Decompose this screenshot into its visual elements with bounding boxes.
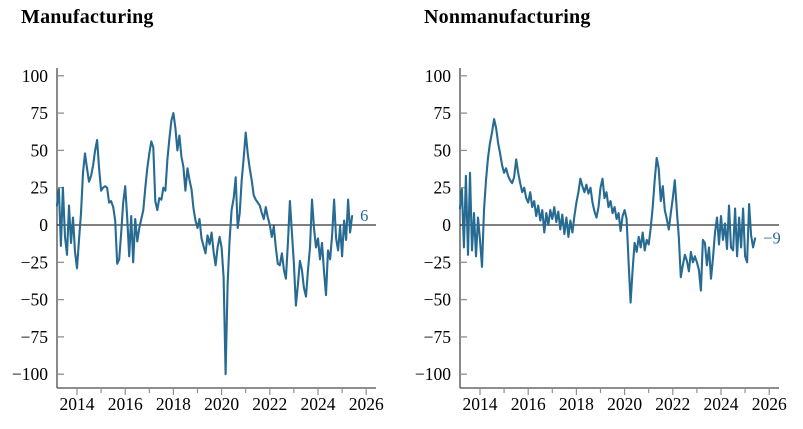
x-tick-label: 2024	[704, 394, 739, 414]
y-tick-label: −75	[21, 327, 49, 347]
y-tick-label: −50	[424, 290, 452, 310]
x-tick-label: 2026	[349, 394, 384, 414]
chart-title-manufacturing: Manufacturing	[21, 6, 154, 28]
y-tick-label: 25	[434, 178, 452, 198]
x-tick-label: 2020	[204, 394, 239, 414]
y-tick-label: 100	[22, 66, 49, 86]
x-tick-label: 2024	[301, 394, 336, 414]
x-tick-label: 2026	[752, 394, 787, 414]
y-tick-label: −100	[415, 364, 451, 384]
y-tick-label: 75	[31, 103, 49, 123]
y-tick-label: 75	[434, 103, 452, 123]
y-tick-label: 0	[442, 215, 451, 235]
x-tick-label: 2018	[559, 394, 594, 414]
data-line	[55, 112, 354, 376]
x-tick-label: 2016	[511, 394, 546, 414]
end-value-label: −9	[763, 228, 781, 247]
y-tick-label: −25	[424, 252, 452, 272]
x-tick-label: 2014	[463, 394, 498, 414]
x-axis-ticks: 2014 2016 2018 2020 2022 2024 2026	[463, 388, 787, 414]
y-tick-label: −25	[21, 252, 49, 272]
y-tick-label: 25	[31, 178, 49, 198]
chart-title-nonmanufacturing: Nonmanufacturing	[424, 6, 591, 28]
y-tick-label: −100	[12, 364, 48, 384]
data-line	[458, 118, 757, 304]
y-tick-label: −50	[21, 290, 49, 310]
x-tick-label: 2016	[108, 394, 143, 414]
y-tick-label: 50	[31, 140, 49, 160]
y-axis-ticks: 100 75 50 25 0 −25 −50 −75 −100	[12, 66, 64, 384]
end-value-label: 6	[360, 206, 368, 225]
x-tick-label: 2020	[607, 394, 642, 414]
x-tick-label: 2014	[60, 394, 95, 414]
y-tick-label: 100	[425, 66, 452, 86]
x-tick-label: 2022	[655, 394, 690, 414]
x-tick-label: 2022	[252, 394, 287, 414]
y-axis-ticks: 100 75 50 25 0 −25 −50 −75 −100	[415, 66, 467, 384]
y-tick-label: −75	[424, 327, 452, 347]
x-axis-ticks: 2014 2016 2018 2020 2022 2024 2026	[60, 388, 384, 414]
x-tick-label: 2018	[156, 394, 191, 414]
y-tick-label: 0	[39, 215, 48, 235]
panel-manufacturing: Manufacturing 100 75 50 25 0 −25 −50 −75 −100 201…	[12, 6, 384, 414]
panel-nonmanufacturing: Nonmanufacturing 100 75 50 25 0 −25 −50 −75 −100…	[403, 0, 803, 429]
y-tick-label: 50	[434, 140, 452, 160]
